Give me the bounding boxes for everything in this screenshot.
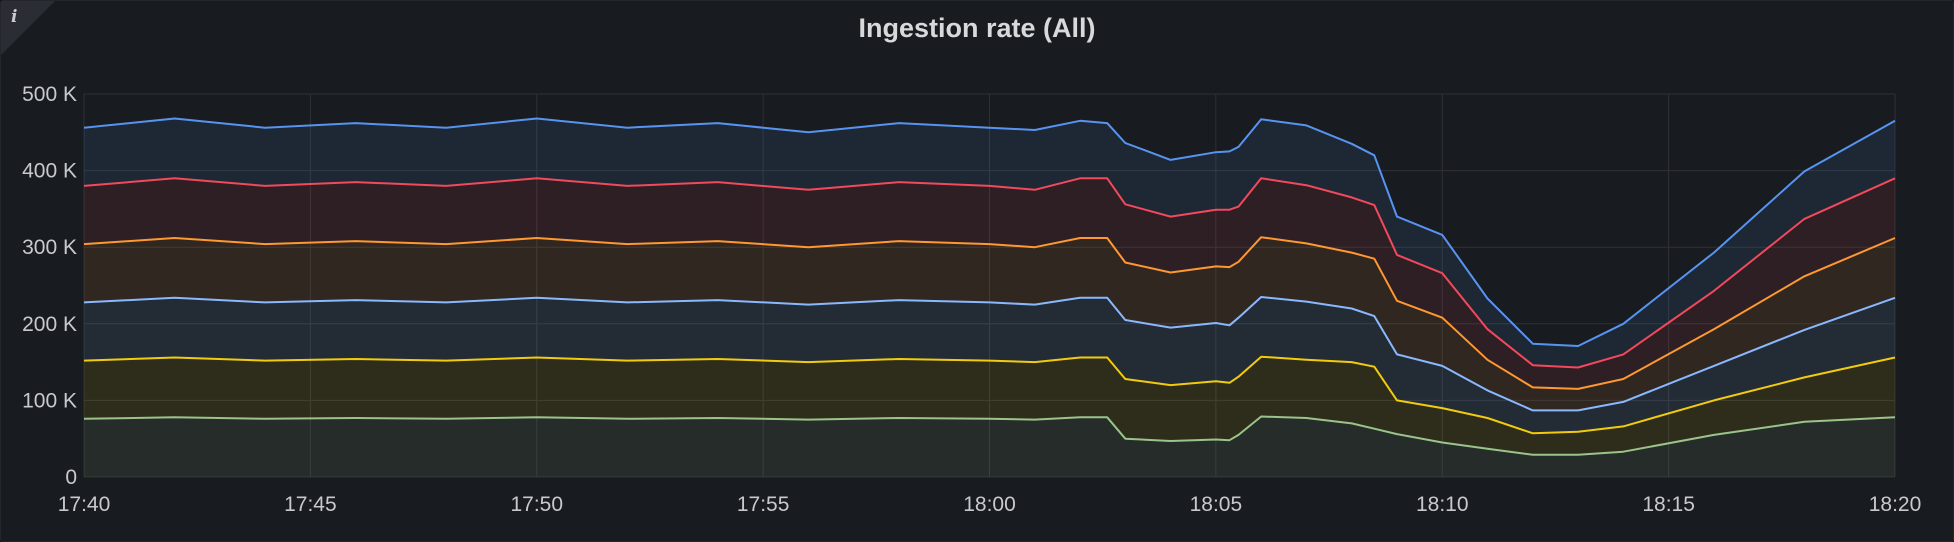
series-line-2[interactable]	[83, 355, 1896, 435]
info-corner[interactable]	[1, 1, 55, 55]
series-line-5[interactable]	[83, 177, 1896, 369]
x-tick-label: 18:10	[1416, 493, 1469, 516]
series-area-2	[84, 356, 1895, 455]
x-tick-label: 17:45	[284, 493, 337, 516]
y-tick-label: 200 K	[22, 313, 77, 336]
grid	[83, 93, 1896, 478]
series-line-1[interactable]	[83, 415, 1896, 456]
series-area-3	[84, 297, 1895, 434]
y-tick-label: 400 K	[22, 160, 77, 183]
panel-title[interactable]: Ingestion rate (All)	[858, 13, 1096, 43]
series-areas	[84, 118, 1895, 477]
series-line-4[interactable]	[83, 236, 1896, 390]
y-tick-label: 300 K	[22, 236, 77, 259]
x-tick-label: 17:40	[58, 493, 111, 516]
x-tick-label: 18:20	[1869, 493, 1922, 516]
series-area-1	[84, 416, 1895, 477]
series-lines	[83, 117, 1896, 456]
series-line-6[interactable]	[83, 117, 1896, 347]
x-tick-label: 18:00	[963, 493, 1016, 516]
y-tick-label: 0	[65, 466, 77, 489]
x-tick-label: 18:15	[1642, 493, 1695, 516]
x-tick-label: 18:05	[1190, 493, 1243, 516]
y-axis-ticks: 0 100 K 200 K 300 K 400 K 500 K	[22, 83, 77, 489]
info-icon[interactable]: i	[11, 7, 18, 27]
x-tick-label: 17:50	[510, 493, 563, 516]
series-line-3[interactable]	[83, 296, 1896, 412]
series-area-4	[84, 237, 1895, 411]
y-tick-label: 500 K	[22, 83, 77, 106]
series-area-6	[84, 118, 1895, 368]
x-axis-ticks: 17:40 17:45 17:50 17:55 18:00 18:05 18:10 18:15…	[58, 493, 1922, 516]
x-tick-label: 17:55	[737, 493, 790, 516]
y-tick-label: 100 K	[22, 389, 77, 412]
series-area-5	[84, 178, 1895, 389]
